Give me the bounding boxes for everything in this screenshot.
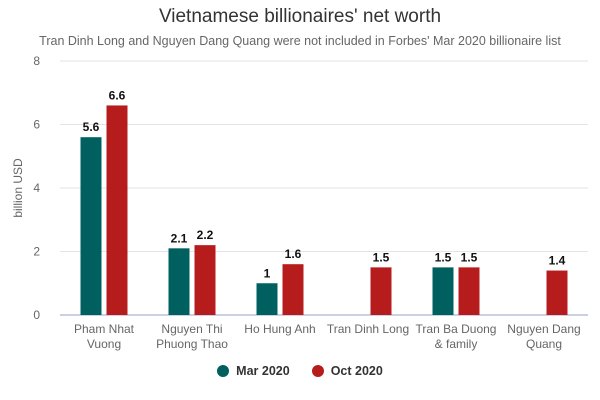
x-tick-label: & family bbox=[435, 337, 478, 351]
bar bbox=[194, 245, 216, 315]
x-tick-label: Pham Nhat bbox=[74, 322, 135, 336]
x-tick-label: Tran Ba Duong bbox=[416, 322, 497, 336]
y-tick-label: 6 bbox=[33, 118, 40, 132]
x-tick-label: Quang bbox=[526, 337, 562, 351]
y-tick-label: 4 bbox=[33, 181, 40, 195]
bar-value-label: 1.4 bbox=[549, 254, 566, 268]
bar-value-label: 2.2 bbox=[197, 228, 214, 242]
y-tick-label: 0 bbox=[33, 308, 40, 322]
bar-value-label: 1.6 bbox=[285, 247, 302, 261]
bar-value-label: 1.5 bbox=[373, 250, 390, 264]
x-tick-label: Phuong Thao bbox=[156, 337, 228, 351]
bar bbox=[80, 137, 102, 315]
bar bbox=[546, 270, 568, 315]
bar-value-label: 6.6 bbox=[109, 88, 126, 102]
x-tick-label: Nguyen Dang bbox=[507, 322, 580, 336]
bar bbox=[370, 267, 392, 315]
x-tick-label: Nguyen Thi bbox=[161, 322, 222, 336]
bar bbox=[458, 267, 480, 315]
bar-value-label: 5.6 bbox=[83, 120, 100, 134]
bar-value-label: 1 bbox=[264, 266, 271, 280]
x-tick-label: Ho Hung Anh bbox=[244, 322, 315, 336]
x-tick-label: Vuong bbox=[87, 337, 121, 351]
legend-label-oct-2020: Oct 2020 bbox=[330, 364, 383, 378]
bar bbox=[432, 267, 454, 315]
bar bbox=[106, 105, 128, 315]
legend-item-mar-2020[interactable]: Mar 2020 bbox=[217, 364, 290, 378]
y-tick-label: 8 bbox=[33, 54, 40, 68]
legend-swatch-oct-2020 bbox=[311, 365, 324, 377]
chart-title: Vietnamese billionaires' net worth bbox=[158, 6, 442, 27]
bar-value-label: 1.5 bbox=[435, 250, 452, 264]
bar-value-label: 2.1 bbox=[171, 231, 188, 245]
legend: Mar 2020 Oct 2020 bbox=[0, 364, 600, 378]
legend-item-oct-2020[interactable]: Oct 2020 bbox=[311, 364, 383, 378]
bar bbox=[168, 248, 190, 315]
legend-label-mar-2020: Mar 2020 bbox=[236, 364, 290, 378]
y-axis-label: billion USD bbox=[11, 158, 25, 218]
bar bbox=[256, 283, 278, 315]
bar bbox=[282, 264, 304, 315]
x-tick-label: Tran Dinh Long bbox=[327, 322, 409, 336]
chart-subtitle: Tran Dinh Long and Nguyen Dang Quang wer… bbox=[39, 34, 561, 48]
bar-value-label: 1.5 bbox=[461, 250, 478, 264]
legend-swatch-mar-2020 bbox=[217, 365, 230, 377]
y-tick-label: 2 bbox=[33, 245, 40, 259]
